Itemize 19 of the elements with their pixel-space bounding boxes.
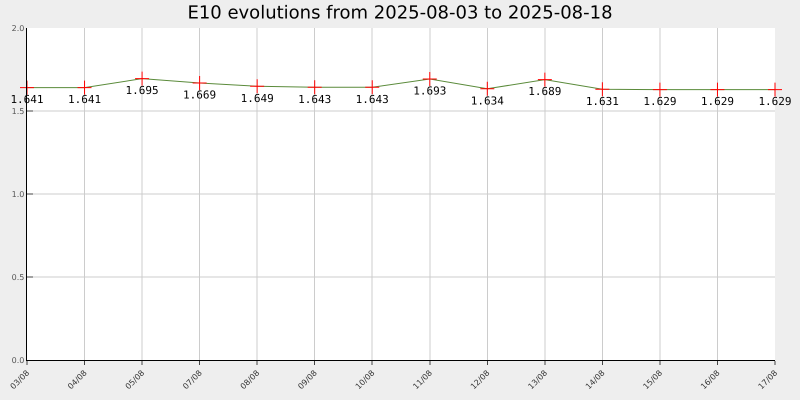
data-label: 1.641 — [68, 93, 102, 106]
data-label: 1.643 — [298, 92, 332, 106]
data-label: 1.643 — [356, 92, 389, 106]
y-tick-label: 2.0 — [12, 24, 24, 33]
chart-title: E10 evolutions from 2025-08-03 to 2025-08-18 — [187, 2, 613, 24]
data-label: 1.669 — [183, 88, 216, 102]
y-tick-label: 1.5 — [12, 106, 24, 116]
data-label: 1.693 — [413, 84, 446, 98]
data-label: 1.631 — [586, 94, 619, 108]
y-tick-label: 0.0 — [12, 356, 24, 365]
data-label: 1.695 — [126, 84, 159, 98]
y-tick-label: 0.5 — [12, 272, 24, 282]
data-label: 1.634 — [470, 94, 504, 108]
data-label: 1.629 — [643, 95, 676, 108]
y-tick-label: 1.0 — [12, 190, 24, 199]
data-label: 1.629 — [700, 95, 734, 108]
data-label: 1.689 — [528, 85, 562, 98]
data-label: 1.649 — [240, 92, 274, 105]
data-label: 1.629 — [758, 95, 792, 108]
